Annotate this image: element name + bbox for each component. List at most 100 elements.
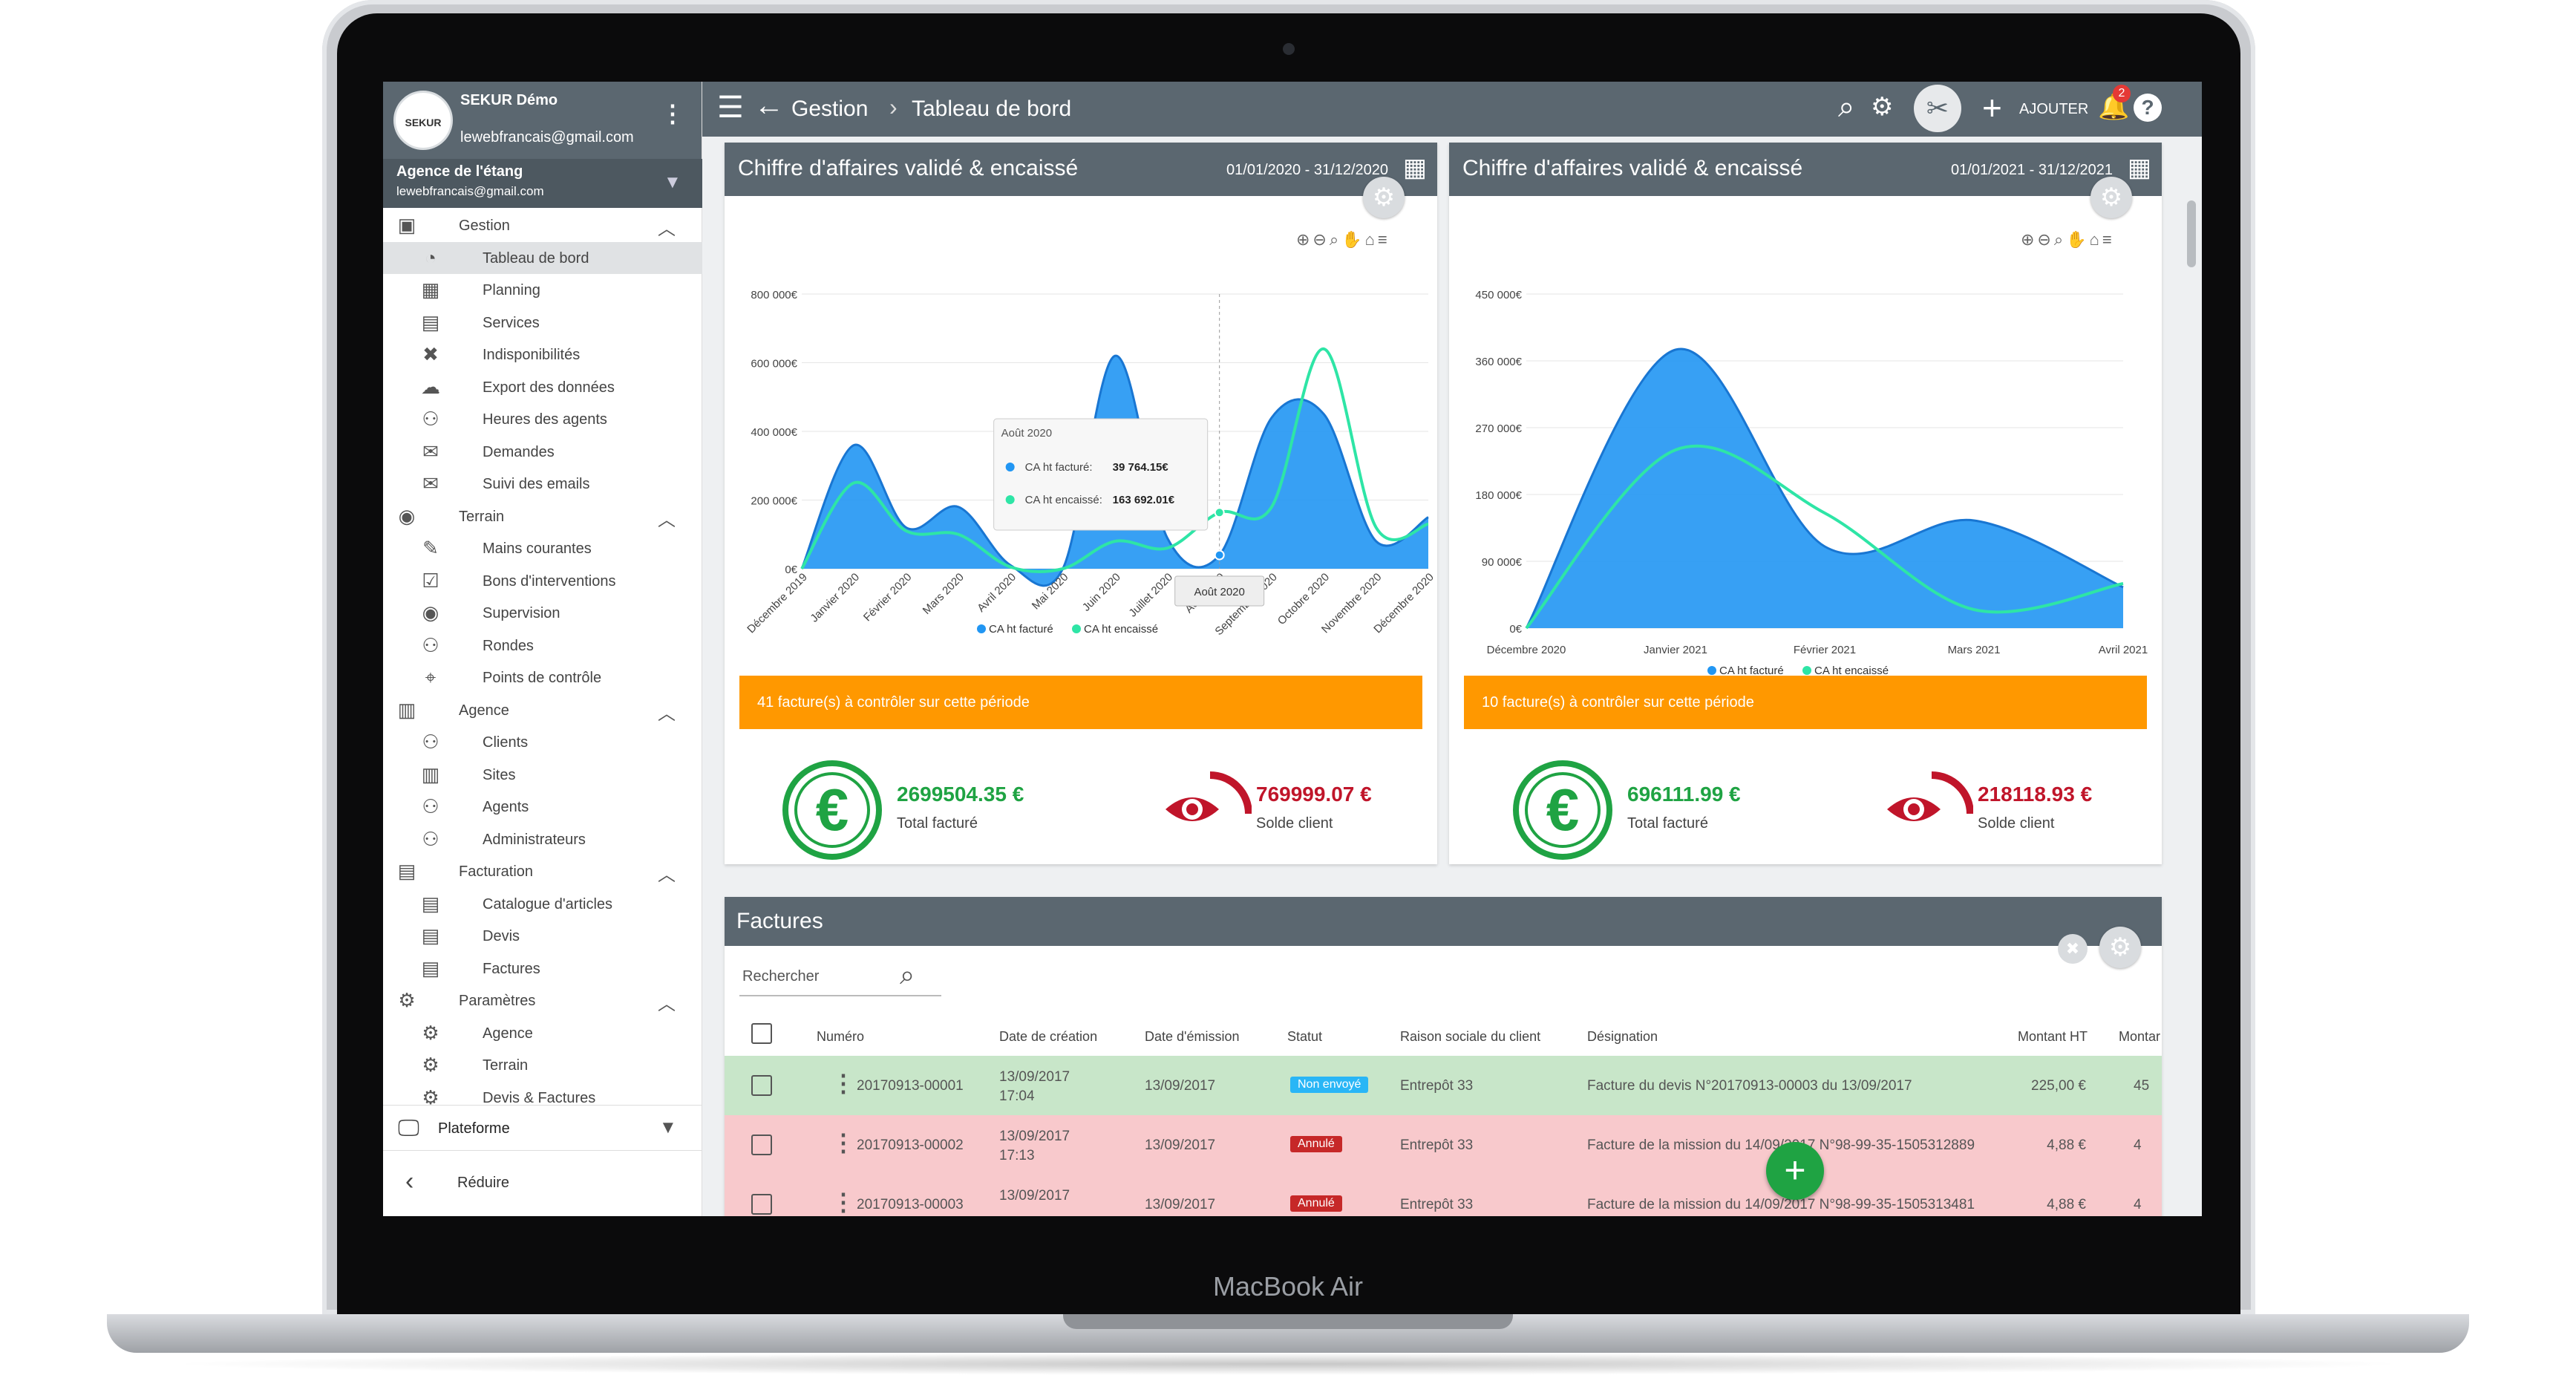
arrow-left-icon[interactable]: ← [754,89,784,122]
column-header[interactable]: Numéro [817,1029,865,1044]
row-menu-icon[interactable]: ⋮ [831,1189,855,1215]
chevron-up-icon[interactable]: ︿ [658,703,676,724]
chevron-up-icon[interactable]: ︿ [658,509,676,530]
select-all-checkbox[interactable] [751,1023,772,1044]
search-input[interactable]: Rechercher [742,968,820,985]
gears-icon[interactable]: ⚙ [1871,93,1894,121]
sidebar-group-4[interactable]: ▤ Facturation ︿ [383,855,702,887]
table-row[interactable]: ⋮ 20170913-00003 13/09/2017 13/09/2017 Annul… [725,1175,2162,1216]
row-checkbox[interactable] [751,1134,772,1155]
sidebar-group-2[interactable]: ◉ Terrain ︿ [383,500,702,532]
sidebar-item-services[interactable]: ▤ Services [383,307,702,339]
hover-point [1214,549,1225,561]
laptop-hinge-notch [1063,1314,1513,1329]
profile-menu-icon[interactable]: ⋮ [661,100,684,127]
column-header[interactable]: Montar [2119,1029,2161,1044]
column-header[interactable]: Statut [1287,1029,1323,1044]
sidebar-item-planning[interactable]: ▦ Planning [383,274,702,306]
settings-quotes-invoices-icon: ⚙ [422,1085,439,1109]
sidebar-item-supervision[interactable]: ◉ Supervision [383,597,702,629]
sidebar-item-patrols[interactable]: ⚇ Rondes [383,630,702,662]
client-name: Entrepôt 33 [1400,1078,1474,1094]
created-time: 17:13 [999,1148,1035,1163]
column-header[interactable]: Date de création [999,1029,1098,1044]
chevron-up-icon[interactable]: ︿ [658,865,676,885]
invoice-number[interactable]: 20170913-00001 [857,1078,964,1094]
help-icon[interactable]: ? [2134,94,2162,122]
search-icon[interactable]: ⌕ [1838,91,1855,123]
invoice-alert[interactable]: 41 facture(s) à contrôler sur cette péri… [739,676,1422,729]
gear-icon[interactable]: ⚙ [2099,927,2141,968]
reduce-sidebar-button[interactable]: ‹ Réduire [383,1161,702,1203]
export-excel-icon[interactable]: ✖ [2058,934,2088,964]
sidebar-item-label: Sites [483,766,516,783]
intervention-orders-icon: ☑ [422,569,439,592]
hamburger-icon[interactable]: ☰ [717,91,744,124]
chart-toolbar[interactable]: ⊕⊖⌕✋⌂≡ [2021,230,2115,249]
date-range[interactable]: 01/01/2021 - 31/12/2021 [1951,162,2113,178]
y-tick-label: 450 000€ [1475,289,1522,301]
sidebar-item-items-catalog[interactable]: ▤ Catalogue d'articles [383,888,702,920]
emission-date: 13/09/2017 [1145,1197,1216,1212]
sidebar-item-administrators[interactable]: ⚇ Administrateurs [383,823,702,855]
chart-toolbar[interactable]: ⊕⊖⌕✋⌂≡ [1296,230,1390,249]
calendar-icon[interactable]: ▦ [2127,154,2151,182]
sidebar-group-3[interactable]: ▥ Agence ︿ [383,694,702,726]
sidebar-group-label: Paramètres [459,993,536,1009]
chevron-up-icon[interactable]: ︿ [658,219,676,239]
table-row[interactable]: ⋮ 20170913-00001 13/09/2017 17:04 13/09/2017… [725,1056,2162,1115]
sidebar-item-agents-hours[interactable]: ⚇ Heures des agents [383,403,702,435]
agents-icon: ⚇ [422,795,439,817]
add-button[interactable]: AJOUTER [2019,101,2089,117]
agency-selector[interactable]: Agence de l'étang lewebfrancais@gmail.co… [383,159,702,208]
chevron-up-icon[interactable]: ︿ [658,994,676,1014]
invoice-number[interactable]: 20170913-00003 [857,1197,964,1212]
y-tick-label: 200 000€ [751,495,797,508]
sidebar-item-agents[interactable]: ⚇ Agents [383,791,702,823]
sidebar-item-logbook[interactable]: ✎ Mains courantes [383,532,702,564]
tools-icon[interactable]: ✂ [1914,85,1961,132]
row-checkbox[interactable] [751,1075,772,1096]
emission-date: 13/09/2017 [1145,1137,1216,1153]
sidebar-item-clients[interactable]: ⚇ Clients [383,726,702,758]
sidebar-item-email-tracking[interactable]: ✉ Suivi des emails [383,468,702,500]
platform-selector[interactable]: 🖵 Plateforme ▼ [383,1105,702,1151]
table-row[interactable]: ⋮ 20170913-00002 13/09/2017 17:13 13/09/2017… [725,1115,2162,1175]
sidebar-item-intervention-orders[interactable]: ☑ Bons d'interventions [383,565,702,597]
calendar-icon[interactable]: ▦ [1402,154,1427,182]
gear-icon[interactable]: ⚙ [1363,177,1405,218]
search-icon[interactable]: ⌕ [900,959,915,990]
tooltip-box [993,418,1209,531]
invoice-number[interactable]: 20170913-00002 [857,1137,964,1153]
row-menu-icon[interactable]: ⋮ [831,1070,855,1097]
invoice-alert[interactable]: 10 facture(s) à contrôler sur cette péri… [1464,676,2147,729]
column-header[interactable]: Raison sociale du client [1400,1029,1541,1044]
sidebar-item-settings-agency[interactable]: ⚙ Agence [383,1017,702,1049]
row-menu-icon[interactable]: ⋮ [831,1129,855,1156]
clients-icon: ⚇ [422,731,439,753]
sidebar-item-settings-terrain[interactable]: ⚙ Terrain [383,1049,702,1081]
sidebar-item-requests[interactable]: ✉ Demandes [383,436,702,468]
sidebar-item-settings-quotes-invoices[interactable]: ⚙ Devis & Factures [383,1082,702,1114]
sidebar-item-invoices[interactable]: ▤ Factures [383,953,702,985]
gear-icon[interactable]: ⚙ [2090,177,2132,218]
breadcrumb-parent[interactable]: Gestion [791,97,869,121]
sidebar-item-unavailability[interactable]: ✖ Indisponibilités [383,339,702,370]
sidebar-group-5[interactable]: ⚙ Paramètres ︿ [383,985,702,1016]
column-header[interactable]: Montant HT [2018,1029,2088,1044]
sidebar-item-quotes[interactable]: ▤ Devis [383,920,702,952]
add-invoice-fab[interactable]: + [1766,1142,1824,1200]
date-range[interactable]: 01/01/2020 - 31/12/2020 [1226,162,1388,178]
plus-icon[interactable]: + [1982,88,2002,127]
avatar[interactable]: SEKUR [393,91,453,150]
sidebar-item-data-export[interactable]: ☁ Export des données [383,371,702,403]
column-header[interactable]: Date d'émission [1145,1029,1240,1044]
sidebar-item-sites[interactable]: ▥ Sites [383,759,702,791]
sidebar-item-dashboard[interactable]: ◔ Tableau de bord [383,241,702,274]
scrollbar[interactable] [2187,200,2196,267]
column-header[interactable]: Désignation [1587,1029,1658,1044]
sidebar-item-checkpoints[interactable]: ⌖ Points de contrôle [383,662,702,693]
row-checkbox[interactable] [751,1194,772,1215]
sidebar-group-1[interactable]: ▣ Gestion ︿ [383,209,702,241]
sidebar-group-label: Gestion [459,218,510,234]
